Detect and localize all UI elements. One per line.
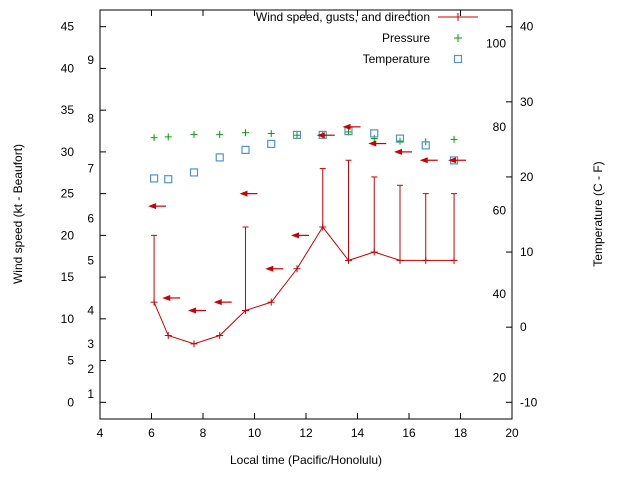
wind-direction-arrow-head xyxy=(213,299,222,306)
celsius-tick-label: 20 xyxy=(520,170,534,184)
beaufort-tick-label: 9 xyxy=(87,53,94,67)
temperature-marker xyxy=(292,130,302,139)
celsius-tick-label: 0 xyxy=(520,320,527,334)
wind-direction-arrow-head xyxy=(290,232,299,239)
knots-tick-label: 20 xyxy=(61,228,75,242)
wind-direction-arrow-head xyxy=(162,294,171,301)
beaufort-tick-label: 5 xyxy=(87,253,94,267)
x-tick-label: 18 xyxy=(454,426,468,440)
knots-tick-label: 40 xyxy=(61,61,75,75)
fahrenheit-tick-label: 100 xyxy=(486,36,506,50)
celsius-tick-label: 10 xyxy=(520,245,534,259)
x-tick-label: 6 xyxy=(148,426,155,440)
x-tick-label: 16 xyxy=(402,426,416,440)
temperature-marker xyxy=(149,174,159,183)
x-tick-label: 12 xyxy=(299,426,313,440)
legend-label-temperature: Temperature xyxy=(363,52,431,66)
beaufort-tick-label: 8 xyxy=(87,112,94,126)
knots-tick-label: 35 xyxy=(61,103,75,117)
knots-tick-label: 15 xyxy=(61,270,75,284)
x-tick-label: 10 xyxy=(248,426,262,440)
y-right-axis-label: Temperature (C - F) xyxy=(591,161,605,266)
axes-layer: 4 6 8 10 12 14 16 18 200510152025303540451234567… xyxy=(61,9,538,440)
beaufort-tick-label: 6 xyxy=(87,212,94,226)
series-layer xyxy=(148,123,467,348)
beaufort-tick-label: 7 xyxy=(87,162,94,176)
y-left-axis-label: Wind speed (kt - Beaufort) xyxy=(11,144,25,284)
celsius-tick-label: -10 xyxy=(520,395,538,409)
wind-direction-arrow-head xyxy=(448,157,457,164)
celsius-tick-label: 40 xyxy=(520,20,534,34)
temperature-marker xyxy=(215,153,224,162)
legend: Wind speed, gusts, and direction Pressure… xyxy=(256,10,478,66)
legend-label-wind: Wind speed, gusts, and direction xyxy=(256,10,430,24)
wind-direction-arrow-head xyxy=(368,140,377,147)
knots-tick-label: 25 xyxy=(61,187,75,201)
x-axis-label: Local time (Pacific/Honolulu) xyxy=(230,453,382,467)
wind-direction-arrow-head xyxy=(265,265,274,272)
temperature-marker xyxy=(164,175,173,184)
x-tick-label: 20 xyxy=(505,426,519,440)
fahrenheit-tick-label: 40 xyxy=(493,287,507,301)
wind-direction-arrow-head xyxy=(342,123,351,130)
knots-tick-label: 30 xyxy=(61,145,75,159)
wind-direction-arrow-head xyxy=(239,190,248,197)
x-tick-label: 8 xyxy=(200,426,207,440)
wind-direction-arrow-head xyxy=(316,132,325,139)
wind-direction-arrow-head xyxy=(419,157,428,164)
beaufort-tick-label: 3 xyxy=(87,337,94,351)
wind-direction-arrow-head xyxy=(187,307,196,314)
knots-tick-label: 0 xyxy=(67,395,74,409)
legend-label-pressure: Pressure xyxy=(382,31,430,45)
x-tick-label: 4 xyxy=(97,426,104,440)
legend-sample-square xyxy=(453,54,463,64)
temperature-marker xyxy=(395,134,405,143)
temperature-marker xyxy=(241,145,250,154)
temperature-marker xyxy=(189,168,199,177)
fahrenheit-tick-label: 60 xyxy=(493,203,507,217)
beaufort-tick-label: 2 xyxy=(87,362,94,376)
knots-tick-label: 5 xyxy=(67,354,74,368)
temperature-marker xyxy=(421,141,430,150)
knots-tick-label: 10 xyxy=(61,312,75,326)
wind-direction-arrow-head xyxy=(148,203,157,210)
x-tick-label: 14 xyxy=(351,426,365,440)
fahrenheit-tick-label: 20 xyxy=(493,370,507,384)
beaufort-tick-label: 4 xyxy=(87,303,94,317)
beaufort-tick-label: 1 xyxy=(87,387,94,401)
celsius-tick-label: 30 xyxy=(520,95,534,109)
wind-direction-arrow-head xyxy=(393,148,402,155)
temperature-marker xyxy=(370,129,379,138)
temperature-marker xyxy=(267,139,276,148)
fahrenheit-tick-label: 80 xyxy=(493,120,507,134)
knots-tick-label: 45 xyxy=(61,20,75,34)
